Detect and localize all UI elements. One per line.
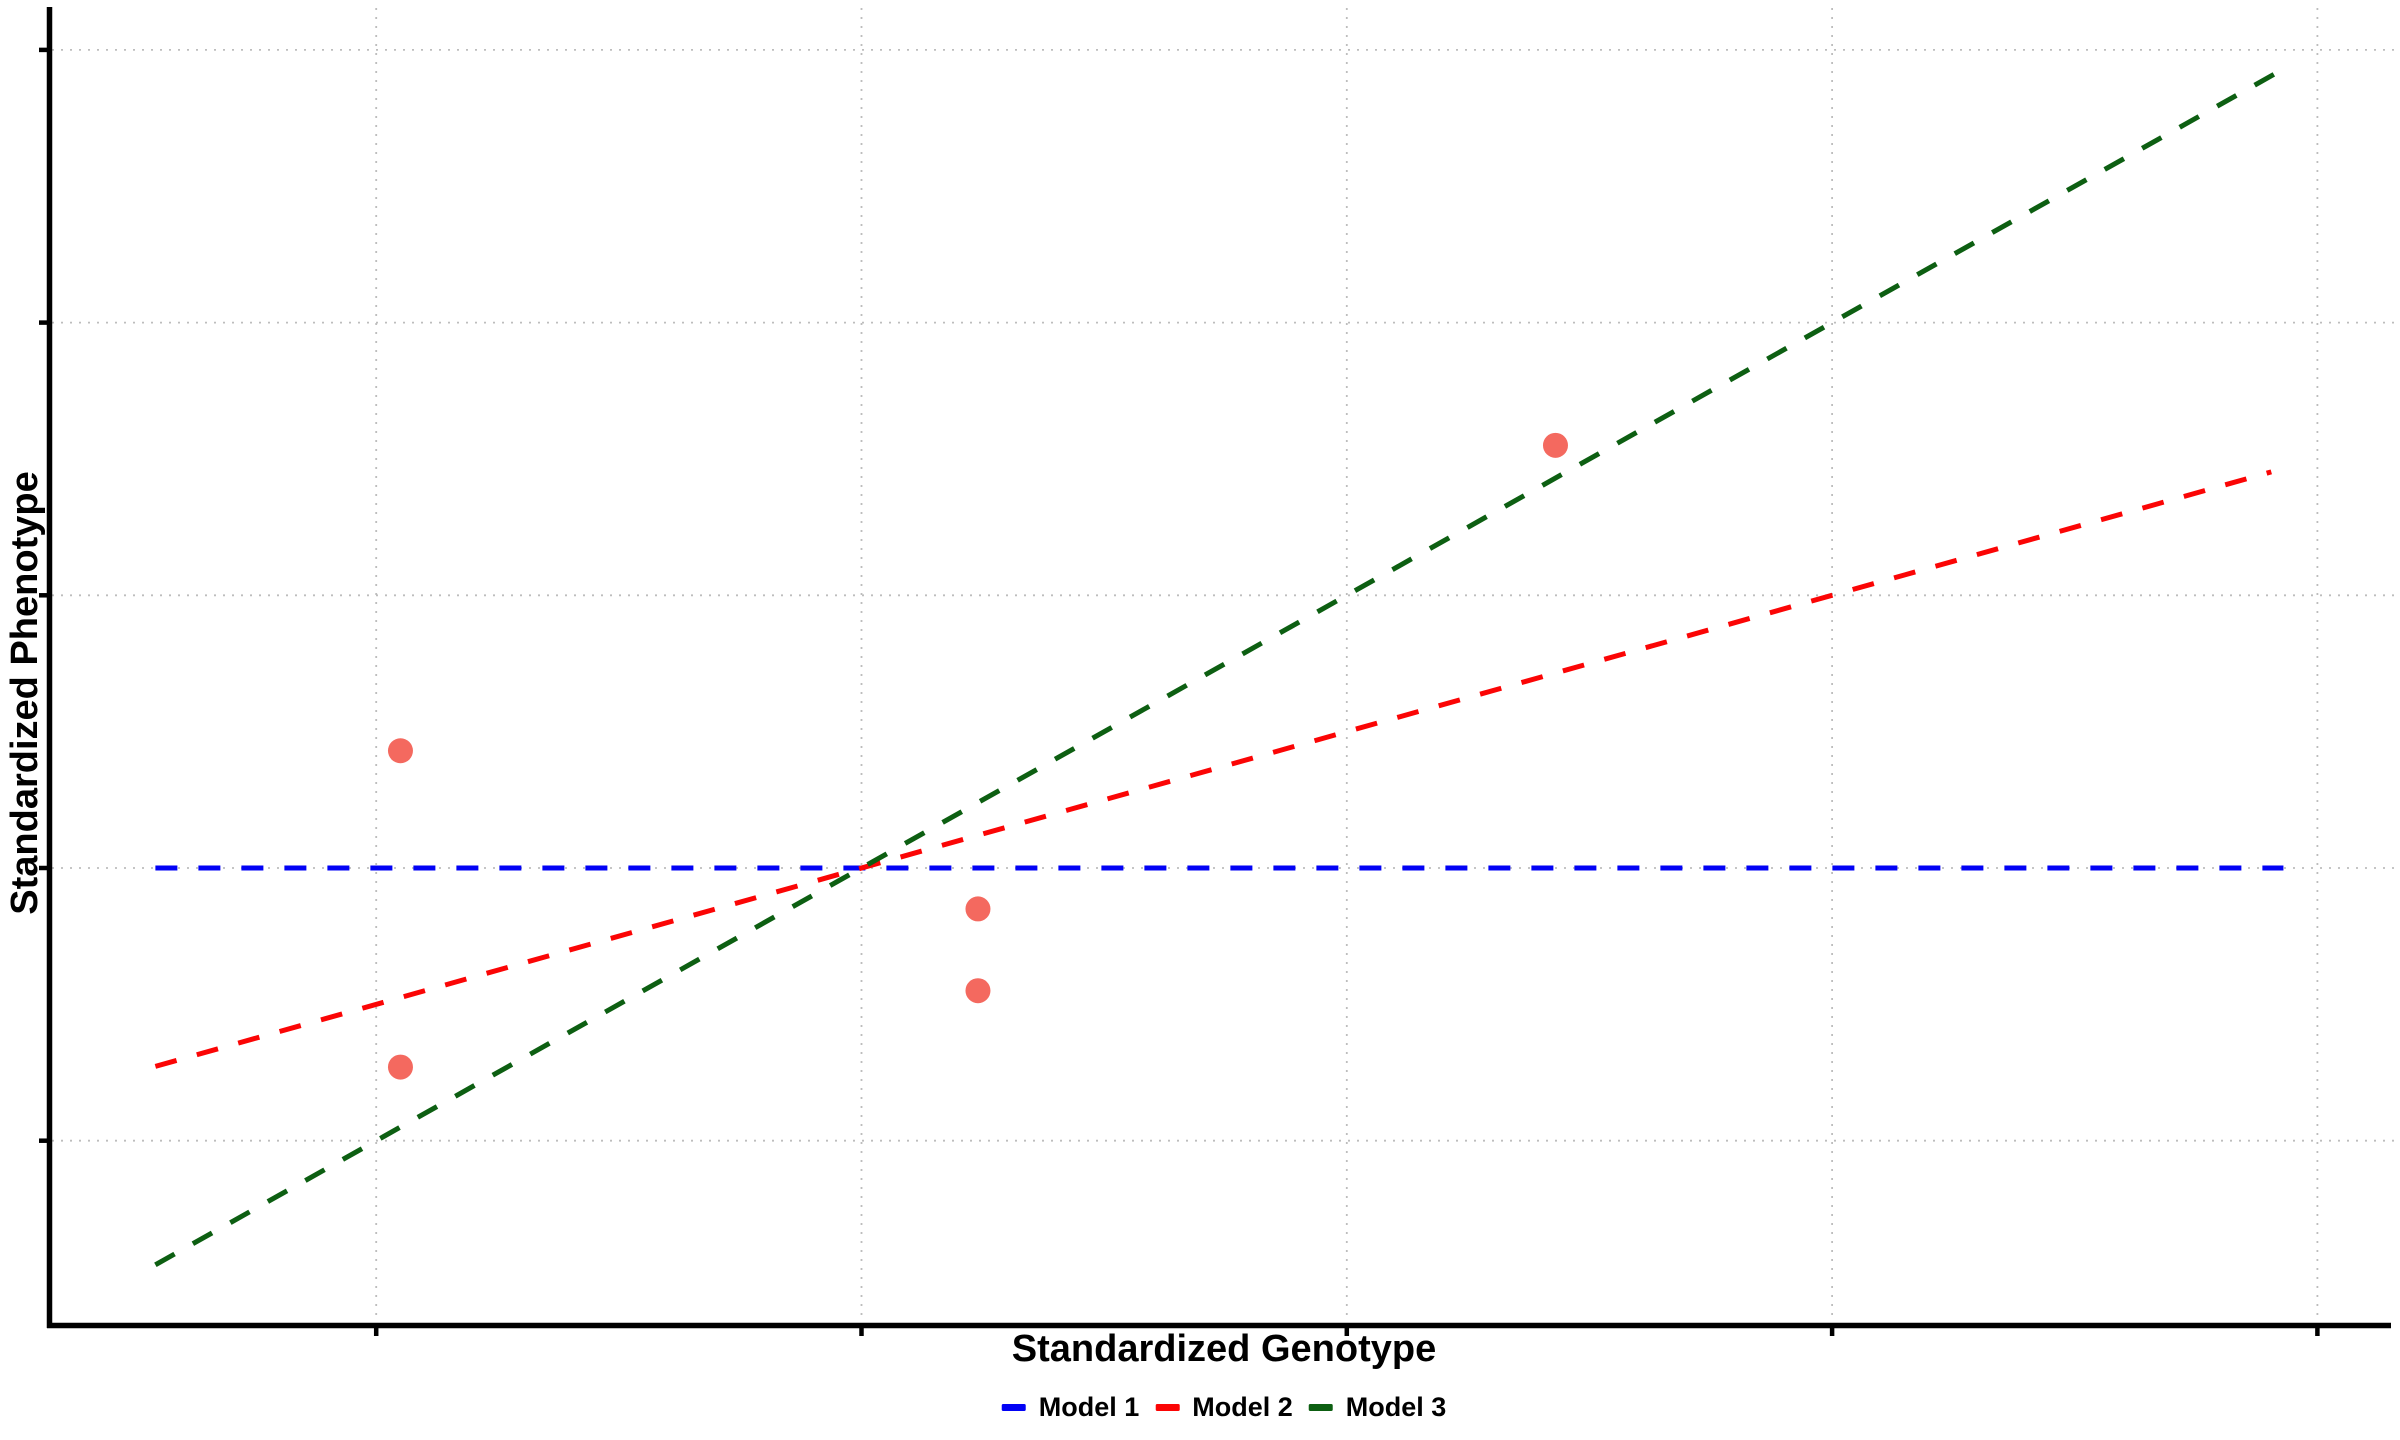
legend-item-label: Model 2	[1192, 1391, 1293, 1422]
scatter-point	[965, 896, 991, 922]
scatter-point	[1542, 432, 1568, 458]
legend: Model 1 Model 2 Model 3	[1001, 1389, 1447, 1425]
scatter-point	[965, 978, 991, 1004]
model-line-model-2	[154, 469, 2272, 1069]
legend-key-dash-icon	[1308, 1403, 1333, 1411]
legend-item-label: Model 1	[1038, 1391, 1140, 1422]
y-axis-label: Standardized Phenotype	[4, 471, 46, 915]
scatter-point	[387, 1054, 413, 1080]
x-axis-label: Standardized Genotype	[1011, 1328, 1437, 1370]
legend-key-dash-icon	[1155, 1403, 1180, 1411]
legend-item-model-2: Model 2	[1155, 1391, 1293, 1422]
legend-item-model-3: Model 3	[1308, 1391, 1447, 1422]
model-line-model-3	[154, 66, 2285, 1267]
legend-item-model-1: Model 1	[1001, 1391, 1140, 1422]
scatter-point	[387, 738, 413, 764]
legend-key-dash-icon	[1001, 1403, 1026, 1411]
legend-item-label: Model 3	[1345, 1391, 1447, 1422]
